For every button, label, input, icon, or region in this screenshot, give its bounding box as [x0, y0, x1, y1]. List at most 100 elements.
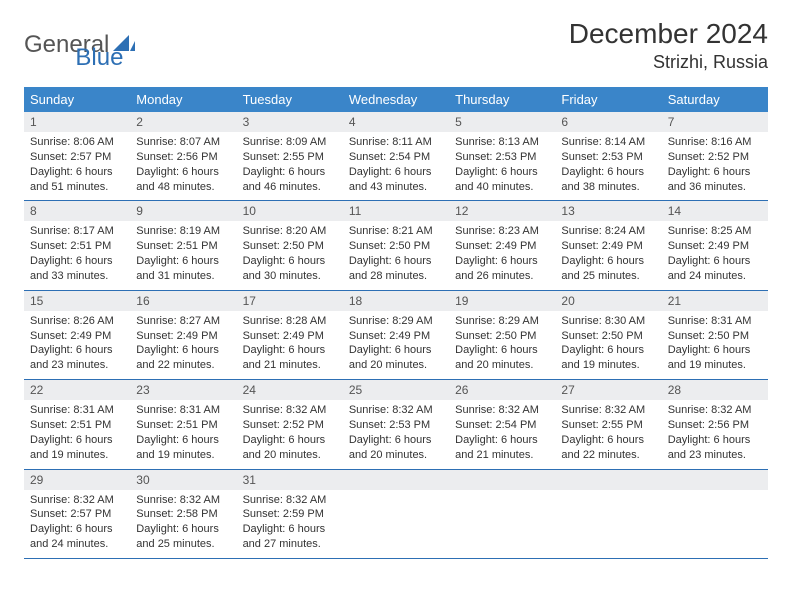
day-details: Sunrise: 8:31 AMSunset: 2:50 PMDaylight:… [662, 311, 768, 379]
calendar-cell: 18Sunrise: 8:29 AMSunset: 2:49 PMDayligh… [343, 290, 449, 379]
daylight-text: Daylight: 6 hours and 43 minutes. [349, 165, 443, 195]
daylight-text: Daylight: 6 hours and 21 minutes. [243, 343, 337, 373]
day-details: Sunrise: 8:29 AMSunset: 2:50 PMDaylight:… [449, 311, 555, 379]
sunrise-text: Sunrise: 8:24 AM [561, 224, 655, 239]
calendar-cell: 13Sunrise: 8:24 AMSunset: 2:49 PMDayligh… [555, 201, 661, 290]
day-number: 16 [130, 291, 236, 311]
calendar-cell [343, 469, 449, 558]
day-details: Sunrise: 8:13 AMSunset: 2:53 PMDaylight:… [449, 132, 555, 200]
day-details: Sunrise: 8:32 AMSunset: 2:58 PMDaylight:… [130, 490, 236, 558]
calendar-cell: 17Sunrise: 8:28 AMSunset: 2:49 PMDayligh… [237, 290, 343, 379]
day-details: Sunrise: 8:26 AMSunset: 2:49 PMDaylight:… [24, 311, 130, 379]
location-label: Strizhi, Russia [569, 52, 768, 73]
sunset-text: Sunset: 2:50 PM [349, 239, 443, 254]
sunset-text: Sunset: 2:49 PM [455, 239, 549, 254]
sunrise-text: Sunrise: 8:17 AM [30, 224, 124, 239]
calendar-week: 22Sunrise: 8:31 AMSunset: 2:51 PMDayligh… [24, 380, 768, 469]
empty-day-bar [343, 470, 449, 490]
day-details: Sunrise: 8:06 AMSunset: 2:57 PMDaylight:… [24, 132, 130, 200]
day-number: 3 [237, 112, 343, 132]
calendar-cell: 2Sunrise: 8:07 AMSunset: 2:56 PMDaylight… [130, 112, 236, 201]
daylight-text: Daylight: 6 hours and 28 minutes. [349, 254, 443, 284]
day-number: 25 [343, 380, 449, 400]
daylight-text: Daylight: 6 hours and 23 minutes. [668, 433, 762, 463]
sunrise-text: Sunrise: 8:19 AM [136, 224, 230, 239]
sunrise-text: Sunrise: 8:29 AM [349, 314, 443, 329]
sunrise-text: Sunrise: 8:32 AM [349, 403, 443, 418]
sunrise-text: Sunrise: 8:32 AM [561, 403, 655, 418]
sunset-text: Sunset: 2:49 PM [349, 329, 443, 344]
sunset-text: Sunset: 2:50 PM [561, 329, 655, 344]
daylight-text: Daylight: 6 hours and 20 minutes. [243, 433, 337, 463]
day-details: Sunrise: 8:09 AMSunset: 2:55 PMDaylight:… [237, 132, 343, 200]
calendar-week: 15Sunrise: 8:26 AMSunset: 2:49 PMDayligh… [24, 290, 768, 379]
sunset-text: Sunset: 2:53 PM [561, 150, 655, 165]
col-friday: Friday [555, 87, 661, 112]
sunrise-text: Sunrise: 8:32 AM [136, 493, 230, 508]
day-details: Sunrise: 8:31 AMSunset: 2:51 PMDaylight:… [130, 400, 236, 468]
calendar-cell: 7Sunrise: 8:16 AMSunset: 2:52 PMDaylight… [662, 112, 768, 201]
day-details: Sunrise: 8:29 AMSunset: 2:49 PMDaylight:… [343, 311, 449, 379]
col-tuesday: Tuesday [237, 87, 343, 112]
daylight-text: Daylight: 6 hours and 48 minutes. [136, 165, 230, 195]
sunrise-text: Sunrise: 8:28 AM [243, 314, 337, 329]
day-details: Sunrise: 8:32 AMSunset: 2:54 PMDaylight:… [449, 400, 555, 468]
calendar-cell: 27Sunrise: 8:32 AMSunset: 2:55 PMDayligh… [555, 380, 661, 469]
sunset-text: Sunset: 2:49 PM [561, 239, 655, 254]
day-number: 2 [130, 112, 236, 132]
day-number: 28 [662, 380, 768, 400]
day-number: 5 [449, 112, 555, 132]
daylight-text: Daylight: 6 hours and 20 minutes. [349, 433, 443, 463]
sunrise-text: Sunrise: 8:21 AM [349, 224, 443, 239]
sunrise-text: Sunrise: 8:16 AM [668, 135, 762, 150]
col-thursday: Thursday [449, 87, 555, 112]
sunset-text: Sunset: 2:50 PM [243, 239, 337, 254]
calendar-week: 8Sunrise: 8:17 AMSunset: 2:51 PMDaylight… [24, 201, 768, 290]
sunset-text: Sunset: 2:53 PM [455, 150, 549, 165]
day-details: Sunrise: 8:32 AMSunset: 2:56 PMDaylight:… [662, 400, 768, 468]
calendar-cell: 3Sunrise: 8:09 AMSunset: 2:55 PMDaylight… [237, 112, 343, 201]
calendar-cell: 15Sunrise: 8:26 AMSunset: 2:49 PMDayligh… [24, 290, 130, 379]
sunset-text: Sunset: 2:55 PM [561, 418, 655, 433]
day-details: Sunrise: 8:21 AMSunset: 2:50 PMDaylight:… [343, 221, 449, 289]
sunrise-text: Sunrise: 8:32 AM [30, 493, 124, 508]
day-details: Sunrise: 8:20 AMSunset: 2:50 PMDaylight:… [237, 221, 343, 289]
day-details: Sunrise: 8:32 AMSunset: 2:57 PMDaylight:… [24, 490, 130, 558]
col-sunday: Sunday [24, 87, 130, 112]
calendar-week: 29Sunrise: 8:32 AMSunset: 2:57 PMDayligh… [24, 469, 768, 558]
calendar-week: 1Sunrise: 8:06 AMSunset: 2:57 PMDaylight… [24, 112, 768, 201]
col-monday: Monday [130, 87, 236, 112]
calendar-cell: 10Sunrise: 8:20 AMSunset: 2:50 PMDayligh… [237, 201, 343, 290]
sunrise-text: Sunrise: 8:14 AM [561, 135, 655, 150]
sunrise-text: Sunrise: 8:25 AM [668, 224, 762, 239]
sunset-text: Sunset: 2:54 PM [349, 150, 443, 165]
sunrise-text: Sunrise: 8:23 AM [455, 224, 549, 239]
day-number: 29 [24, 470, 130, 490]
sunset-text: Sunset: 2:55 PM [243, 150, 337, 165]
empty-day-bar [449, 470, 555, 490]
sunrise-text: Sunrise: 8:30 AM [561, 314, 655, 329]
sunrise-text: Sunrise: 8:09 AM [243, 135, 337, 150]
empty-day-bar [662, 470, 768, 490]
day-details: Sunrise: 8:14 AMSunset: 2:53 PMDaylight:… [555, 132, 661, 200]
calendar-table: Sunday Monday Tuesday Wednesday Thursday… [24, 87, 768, 559]
sunrise-text: Sunrise: 8:13 AM [455, 135, 549, 150]
day-number: 11 [343, 201, 449, 221]
daylight-text: Daylight: 6 hours and 21 minutes. [455, 433, 549, 463]
day-number: 13 [555, 201, 661, 221]
calendar-cell: 11Sunrise: 8:21 AMSunset: 2:50 PMDayligh… [343, 201, 449, 290]
day-number: 20 [555, 291, 661, 311]
calendar-cell: 21Sunrise: 8:31 AMSunset: 2:50 PMDayligh… [662, 290, 768, 379]
empty-day-body [449, 490, 555, 499]
day-number: 8 [24, 201, 130, 221]
calendar-cell [662, 469, 768, 558]
empty-day-body [343, 490, 449, 499]
daylight-text: Daylight: 6 hours and 24 minutes. [30, 522, 124, 552]
calendar-cell: 6Sunrise: 8:14 AMSunset: 2:53 PMDaylight… [555, 112, 661, 201]
calendar-cell: 29Sunrise: 8:32 AMSunset: 2:57 PMDayligh… [24, 469, 130, 558]
calendar-body: 1Sunrise: 8:06 AMSunset: 2:57 PMDaylight… [24, 112, 768, 558]
daylight-text: Daylight: 6 hours and 19 minutes. [561, 343, 655, 373]
daylight-text: Daylight: 6 hours and 31 minutes. [136, 254, 230, 284]
calendar-cell: 1Sunrise: 8:06 AMSunset: 2:57 PMDaylight… [24, 112, 130, 201]
calendar-cell: 9Sunrise: 8:19 AMSunset: 2:51 PMDaylight… [130, 201, 236, 290]
